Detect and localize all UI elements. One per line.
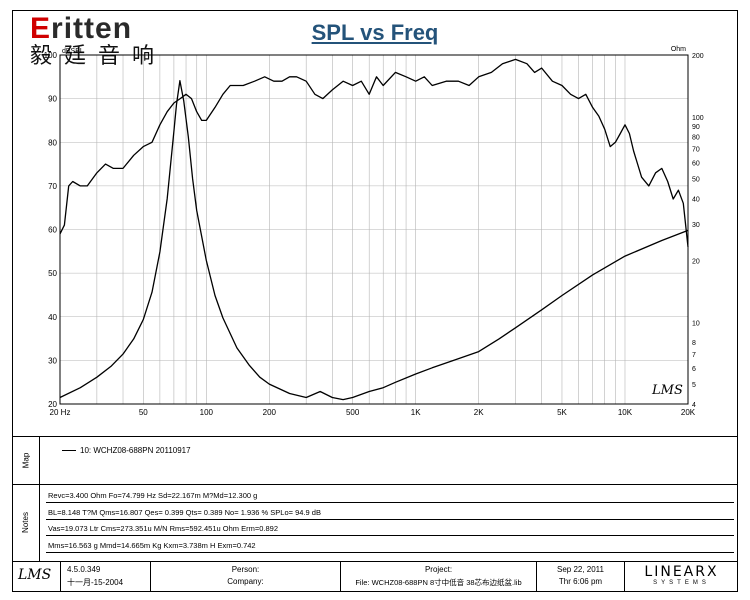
y-right-tick-label: 5 xyxy=(692,382,696,389)
footer-date: Sep 22, 2011 xyxy=(556,565,604,574)
legend-line-swatch xyxy=(62,450,76,451)
y-right-tick-label: 90 xyxy=(692,124,700,131)
x-tick-label: 200 xyxy=(263,408,277,417)
y-left-tick-label: 60 xyxy=(48,226,57,235)
map-panel xyxy=(12,436,738,484)
y-left-tick-label: 40 xyxy=(48,313,57,322)
footer-lms-cell: LMS xyxy=(12,561,60,591)
x-tick-label: 2K xyxy=(474,408,484,417)
y-left-tick-label: 100 xyxy=(44,51,58,60)
footer-version: 4.5.0.349 xyxy=(67,565,101,574)
y-right-tick-label: 40 xyxy=(692,197,700,204)
footer-brand-sub: SYSTEMS xyxy=(653,580,710,586)
y-right-tick-label: 50 xyxy=(692,177,700,184)
y-left-tick-label: 80 xyxy=(48,138,57,147)
y-right-unit-label: Ohm xyxy=(671,46,686,53)
notes-rule-3 xyxy=(46,535,734,536)
footer-version-date: 十一月-15-2004 xyxy=(67,578,124,587)
legend-entry: 10: WCHZ08-688PN 20110917 xyxy=(80,446,191,455)
y-left-tick-label: 50 xyxy=(48,269,57,278)
y-right-tick-label: 30 xyxy=(692,222,700,229)
notes-row-4: Mms=16.563 g Mmd=14.665m Kg Kxm=3.738m H… xyxy=(48,541,256,550)
footer-project-cell: Project: File: WCHZ08-688PN 8寸中低音 38芯布边纸… xyxy=(340,561,536,591)
notes-row-2: BL=8.148 T?M Qms=16.807 Qes= 0.399 Qts= … xyxy=(48,508,321,517)
notes-rule-2 xyxy=(46,519,734,520)
notes-row-1: Revc=3.400 Ohm Fo=74.799 Hz Sd=22.167m M… xyxy=(48,491,258,500)
brand-logo-wordmark: Eritten xyxy=(30,12,133,45)
x-tick-label: 20K xyxy=(681,408,696,417)
footer-version-cell: 4.5.0.349 十一月-15-2004 xyxy=(60,561,150,591)
footer-person-label: Person: xyxy=(231,565,260,574)
x-tick-label: 5K xyxy=(557,408,567,417)
y-right-tick-label: 8 xyxy=(692,340,696,347)
x-tick-label: 500 xyxy=(346,408,360,417)
y-right-tick-label: 20 xyxy=(692,258,700,265)
y-right-tick-label: 6 xyxy=(692,366,696,373)
y-right-tick-label: 80 xyxy=(692,135,700,142)
footer-brand-cell: LINEARX SYSTEMS xyxy=(624,561,738,591)
map-legend: 10: WCHZ08-688PN 20110917 xyxy=(62,446,191,455)
y-right-tick-label: 4 xyxy=(692,402,696,409)
notes-panel xyxy=(12,484,738,561)
footer-person-cell: Person: Company: xyxy=(150,561,340,591)
x-tick-label: 20 Hz xyxy=(50,408,71,417)
x-tick-label: 1K xyxy=(411,408,421,417)
map-panel-label: Map xyxy=(12,436,40,484)
footer-date-cell: Sep 22, 2011 Thr 6:06 pm xyxy=(536,561,624,591)
x-tick-label: 50 xyxy=(139,408,148,417)
series-spl-line xyxy=(59,58,689,247)
y-left-tick-label: 70 xyxy=(48,182,57,191)
footer-time: Thr 6:06 pm xyxy=(558,577,603,586)
notes-panel-label: Notes xyxy=(12,484,40,561)
y-left-unit-label: dBSPL xyxy=(62,48,84,55)
footer-brand: LINEARX xyxy=(644,564,719,580)
x-tick-label: 10K xyxy=(618,408,633,417)
y-right-tick-label: 60 xyxy=(692,160,700,167)
notes-row-3: Vas=19.073 Ltr Cms=273.351u M/N Rms=592.… xyxy=(48,524,278,533)
y-left-tick-label: 30 xyxy=(48,356,57,365)
plot-area xyxy=(59,54,689,405)
series-impedance-line xyxy=(59,80,689,401)
footer-lms-signature: LMS xyxy=(18,567,52,583)
y-left-tick-label: 90 xyxy=(48,95,57,104)
footer-bar xyxy=(12,561,738,592)
x-tick-label: 100 xyxy=(200,408,214,417)
y-left-tick-label: 20 xyxy=(48,400,57,409)
footer-project-file: File: WCHZ08-688PN 8寸中低音 38芯布边纸盆.lib xyxy=(355,578,522,587)
notes-rule-4 xyxy=(46,552,734,553)
brand-logo-chinese: 毅廷音响 xyxy=(30,44,167,69)
y-right-tick-label: 7 xyxy=(692,352,696,359)
notes-rule-1 xyxy=(46,502,734,503)
chart-lms-signature: LMS xyxy=(651,383,683,398)
footer-company-label: Company: xyxy=(227,577,264,586)
y-right-tick-label: 100 xyxy=(692,115,704,122)
y-right-tick-label: 70 xyxy=(692,147,700,154)
brand-logo: Eritten 毅廷音响 xyxy=(30,14,166,70)
chart-title: SPL vs Freq xyxy=(311,20,439,45)
outer-frame xyxy=(12,10,738,592)
y-right-tick-label: 200 xyxy=(692,53,704,60)
footer-project-label: Project: xyxy=(424,565,453,574)
y-right-tick-label: 10 xyxy=(692,320,700,327)
